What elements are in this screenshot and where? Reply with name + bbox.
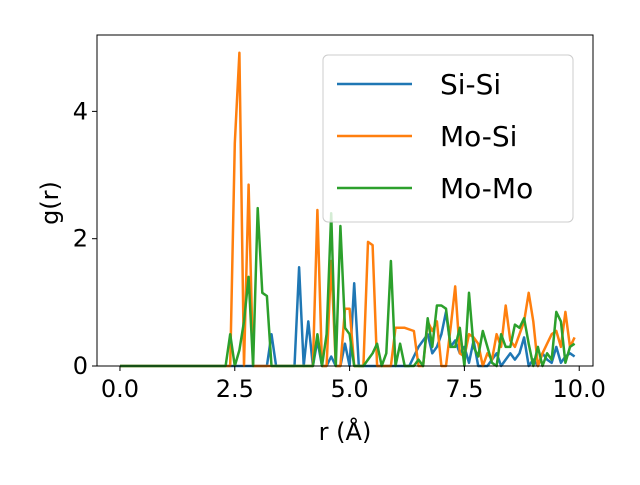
x-tick-label: 10.0: [553, 375, 606, 403]
legend-label-mo-mo: Mo-Mo: [440, 172, 533, 205]
legend: Si-Si Mo-Si Mo-Mo: [322, 54, 574, 223]
legend-items: Si-Si Mo-Si Mo-Mo: [337, 68, 533, 205]
y-tick-label: 2: [73, 225, 88, 253]
y-tick-label: 4: [73, 97, 88, 125]
y-tick-layer: 0 2 4: [73, 97, 97, 380]
y-tick-label: 0: [73, 352, 88, 380]
x-tick-label: 7.5: [445, 375, 483, 403]
x-tick-label: 5.0: [331, 375, 369, 403]
x-tick-label: 2.5: [216, 375, 254, 403]
legend-box: [322, 54, 574, 223]
x-tick-label: 0.0: [101, 375, 139, 403]
y-axis-label: g(r): [36, 181, 64, 225]
x-axis-label: r (Å): [319, 417, 372, 446]
legend-label-si-si: Si-Si: [440, 68, 501, 101]
legend-label-mo-si: Mo-Si: [440, 120, 517, 153]
x-tick-layer: 0.0 2.5 5.0 7.5 10.0: [101, 366, 606, 403]
plot-frame: [96, 34, 594, 367]
